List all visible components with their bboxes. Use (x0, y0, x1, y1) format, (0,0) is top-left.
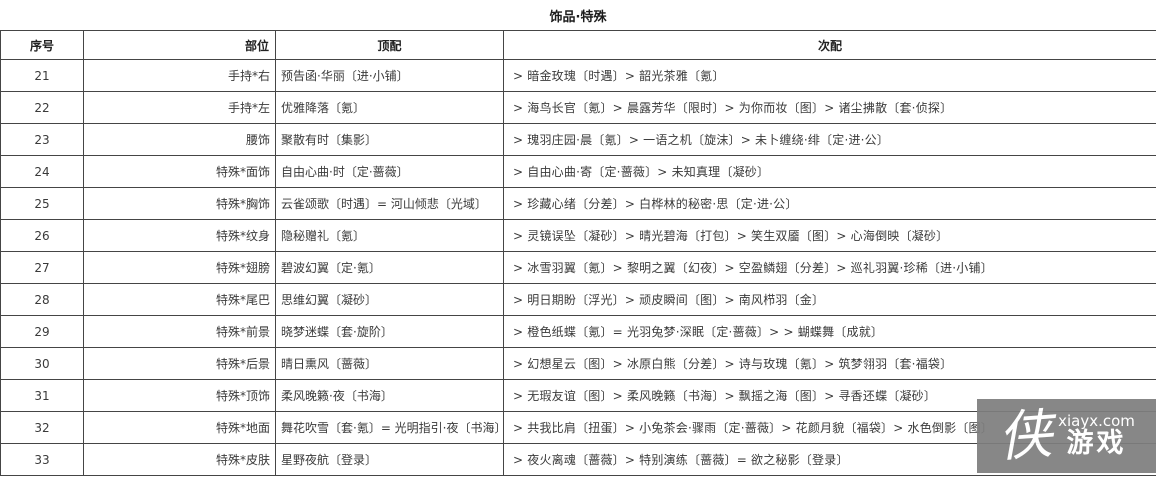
table-row: 26 特殊*纹身 隐秘赠礼〔氪〕 > 灵镜误坠〔凝砂〕> 晴光碧海〔打包〕> 笑… (0, 219, 1156, 252)
cell-number: 28 (0, 283, 84, 316)
cell-secondary-match: > 橙色纸蝶〔氪〕= 光羽兔梦·深眠〔定·蔷薇〕> > 蝴蝶舞〔成就〕 (503, 315, 1156, 348)
table-body: 21 手持*右 预告函·华丽〔进·小铺〕 > 暗金玫瑰〔时遇〕> 韶光茶雅〔氪〕… (0, 59, 1156, 476)
cell-secondary-match: > 灵镜误坠〔凝砂〕> 晴光碧海〔打包〕> 笑生双靥〔图〕> 心海倒映〔凝砂〕 (503, 219, 1156, 252)
cell-top-match: 云雀颂歌〔时遇〕= 河山倾悲〔光域〕 (275, 187, 504, 220)
cell-top-match: 舞花吹雪〔套·氪〕= 光明指引·夜〔书海〕 (275, 411, 504, 444)
cell-top-match: 隐秘赠礼〔氪〕 (275, 219, 504, 252)
cell-number: 25 (0, 187, 84, 220)
cell-number: 27 (0, 251, 84, 284)
table-row: 30 特殊*后景 晴日熏风〔蔷薇〕 > 幻想星云〔图〕> 冰原白熊〔分差〕> 诗… (0, 347, 1156, 380)
cell-part: 手持*右 (83, 59, 276, 92)
cell-part: 特殊*皮肤 (83, 443, 276, 476)
cell-top-match: 自由心曲·时〔定·蔷薇〕 (275, 155, 504, 188)
cell-secondary-match: > 幻想星云〔图〕> 冰原白熊〔分差〕> 诗与玫瑰〔氪〕> 筑梦翎羽〔套·福袋〕 (503, 347, 1156, 380)
col-header-part: 部位 (83, 30, 276, 60)
cell-number: 30 (0, 347, 84, 380)
cell-number: 24 (0, 155, 84, 188)
cell-secondary-match: > 瑰羽庄园·晨〔氪〕> 一语之机〔旋沫〕> 未卜缠绕·绯〔定·进·公〕 (503, 123, 1156, 156)
cell-part: 特殊*纹身 (83, 219, 276, 252)
cell-part: 特殊*前景 (83, 315, 276, 348)
cell-top-match: 星野夜航〔登录〕 (275, 443, 504, 476)
cell-part: 腰饰 (83, 123, 276, 156)
cell-part: 特殊*胸饰 (83, 187, 276, 220)
watermark-brand-name: 游戏 (1066, 428, 1127, 460)
watermark-text-block: xiayx.com 游戏 (1058, 413, 1135, 459)
table-header: 序号 部位 顶配 次配 (0, 30, 1156, 60)
cell-secondary-match: > 海鸟长官〔氪〕> 晨露芳华〔限时〕> 为你而妆〔图〕> 诸尘拂散〔套·侦探〕 (503, 91, 1156, 124)
header-row: 序号 部位 顶配 次配 (0, 30, 1156, 60)
cell-top-match: 聚散有时〔集影〕 (275, 123, 504, 156)
cell-part: 特殊*翅膀 (83, 251, 276, 284)
cell-top-match: 晓梦迷蝶〔套·旋阶〕 (275, 315, 504, 348)
col-header-number: 序号 (0, 30, 84, 60)
cell-part: 手持*左 (83, 91, 276, 124)
table-row: 23 腰饰 聚散有时〔集影〕 > 瑰羽庄园·晨〔氪〕> 一语之机〔旋沫〕> 未卜… (0, 123, 1156, 156)
cell-secondary-match: > 珍藏心绪〔分差〕> 白桦林的秘密·思〔定·进·公〕 (503, 187, 1156, 220)
cell-number: 26 (0, 219, 84, 252)
watermark: 侠 xiayx.com 游戏 (977, 399, 1156, 473)
cell-part: 特殊*顶饰 (83, 379, 276, 412)
cell-part: 特殊*后景 (83, 347, 276, 380)
cell-top-match: 优雅降落〔氪〕 (275, 91, 504, 124)
cell-secondary-match: > 暗金玫瑰〔时遇〕> 韶光茶雅〔氪〕 (503, 59, 1156, 92)
col-header-secondary-match: 次配 (503, 30, 1156, 60)
table-row: 22 手持*左 优雅降落〔氪〕 > 海鸟长官〔氪〕> 晨露芳华〔限时〕> 为你而… (0, 91, 1156, 124)
cell-number: 29 (0, 315, 84, 348)
cell-number: 31 (0, 379, 84, 412)
table-row: 24 特殊*面饰 自由心曲·时〔定·蔷薇〕 > 自由心曲·寄〔定·蔷薇〕> 未知… (0, 155, 1156, 188)
cell-top-match: 碧波幻翼〔定·氪〕 (275, 251, 504, 284)
cell-top-match: 思维幻翼〔凝砂〕 (275, 283, 504, 316)
cell-top-match: 预告函·华丽〔进·小铺〕 (275, 59, 504, 92)
table-row: 31 特殊*顶饰 柔风晚籁·夜〔书海〕 > 无瑕友谊〔图〕> 柔风晚籁〔书海〕>… (0, 379, 1156, 412)
cell-secondary-match: > 自由心曲·寄〔定·蔷薇〕> 未知真理〔凝砂〕 (503, 155, 1156, 188)
col-header-top-match: 顶配 (275, 30, 504, 60)
table-row: 28 特殊*尾巴 思维幻翼〔凝砂〕 > 明日期盼〔浮光〕> 顽皮瞬间〔图〕> 南… (0, 283, 1156, 316)
cell-part: 特殊*地面 (83, 411, 276, 444)
cell-number: 22 (0, 91, 84, 124)
accessory-match-table: 序号 部位 顶配 次配 21 手持*右 预告函·华丽〔进·小铺〕 > 暗金玫瑰〔… (0, 30, 1156, 476)
watermark-site-url: xiayx.com (1058, 411, 1135, 430)
cell-number: 23 (0, 123, 84, 156)
cell-number: 32 (0, 411, 84, 444)
watermark-brand-glyph: 侠 (995, 402, 1055, 469)
cell-top-match: 柔风晚籁·夜〔书海〕 (275, 379, 504, 412)
cell-secondary-match: > 明日期盼〔浮光〕> 顽皮瞬间〔图〕> 南风栉羽〔金〕 (503, 283, 1156, 316)
page-title: 饰品·特殊 (549, 9, 607, 25)
cell-secondary-match: > 冰雪羽翼〔氪〕> 黎明之翼〔幻夜〕> 空盈鳞翅〔分差〕> 巡礼羽翼·珍稀〔进… (503, 251, 1156, 284)
cell-part: 特殊*尾巴 (83, 283, 276, 316)
table-row: 25 特殊*胸饰 云雀颂歌〔时遇〕= 河山倾悲〔光域〕 > 珍藏心绪〔分差〕> … (0, 187, 1156, 220)
table-row: 27 特殊*翅膀 碧波幻翼〔定·氪〕 > 冰雪羽翼〔氪〕> 黎明之翼〔幻夜〕> … (0, 251, 1156, 284)
cell-part: 特殊*面饰 (83, 155, 276, 188)
table-row: 29 特殊*前景 晓梦迷蝶〔套·旋阶〕 > 橙色纸蝶〔氪〕= 光羽兔梦·深眠〔定… (0, 315, 1156, 348)
cell-number: 21 (0, 59, 84, 92)
cell-top-match: 晴日熏风〔蔷薇〕 (275, 347, 504, 380)
table-row: 21 手持*右 预告函·华丽〔进·小铺〕 > 暗金玫瑰〔时遇〕> 韶光茶雅〔氪〕 (0, 59, 1156, 92)
cell-number: 33 (0, 443, 84, 476)
